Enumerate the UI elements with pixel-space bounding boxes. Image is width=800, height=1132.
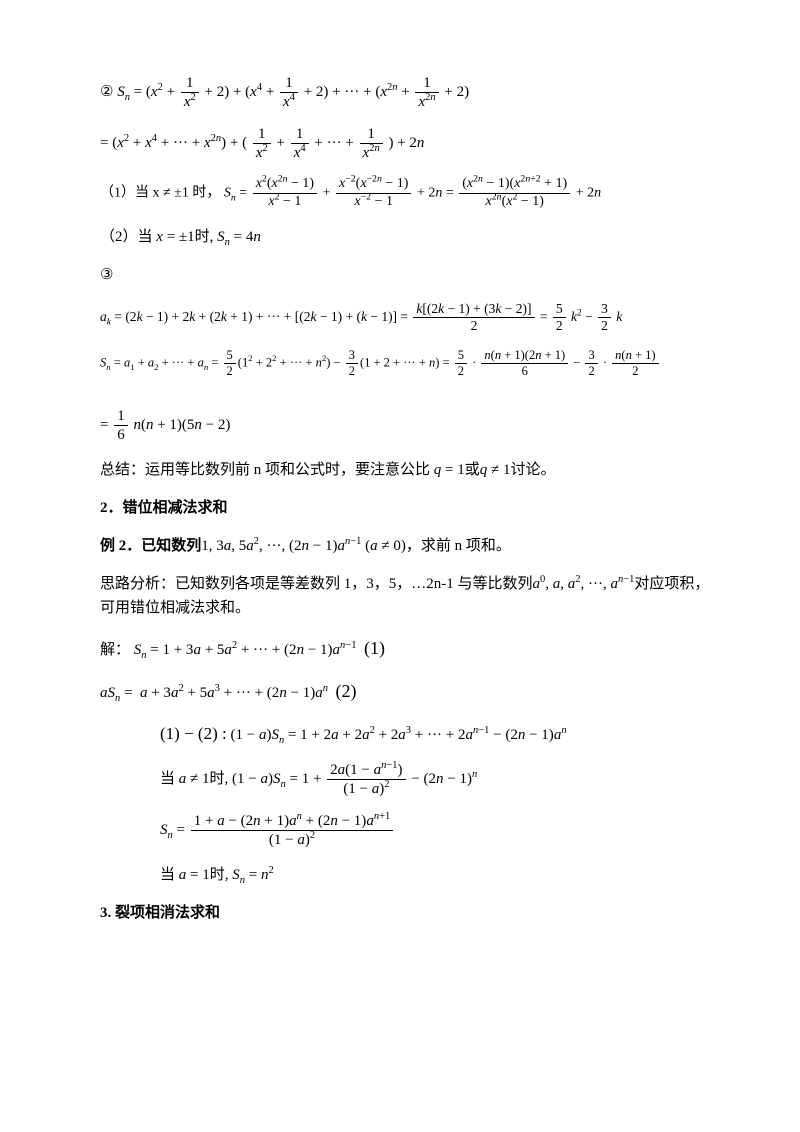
example-2-prefix: 例 2．已知数列 [100,538,201,554]
solution-case-a-ne-1: 当 a ≠ 1时, (1 − a)Sn = 1 + 2a(1 − an−1)(1… [100,761,720,798]
equation-ak: ak = (2k − 1) + 2k + (2k + 1) + ··· + [(… [100,301,720,334]
summary-text: 总结：运用等比数列前 n 项和公式时，要注意公比 q = 1或q ≠ 1讨论。 [100,458,720,482]
solution-line-2: aSn = a + 3a2 + 5a3 + ··· + (2n − 1)an (… [100,677,720,706]
equation-sn-expand: Sn = a1 + a2 + ··· + an = 52(12 + 22 + ·… [100,348,720,379]
solution-sn-closed: Sn = 1 + a − (2n + 1)an + (2n − 1)an+1(1… [100,812,720,849]
case-1-prefix: （1）当 x ≠ ±1 时， [100,186,220,201]
example-2-suffix: ，求前 n 项和。 [406,538,511,554]
section-3-heading: 3. 裂项相消法求和 [100,901,720,925]
example-2: 例 2．已知数列1, 3a, 5a2, ···, (2n − 1)an−1 (a… [100,534,720,558]
equation-result: = 16 n(n + 1)(5n − 2) [100,407,720,444]
equation-line: = (x2 + x4 + ··· + x2n) + ( 1x2 + 1x4 + … [100,125,720,162]
solution-diff: (1) − (2) : (1 − a)Sn = 1 + 2a + 2a2 + 2… [100,720,720,747]
solution-case-a-eq-1: 当 a = 1时, Sn = n2 [100,863,720,887]
equation-case-1: （1）当 x ≠ ±1 时， Sn = x2(x2n − 1)x2 − 1 + … [100,176,720,211]
marker-3: ③ [100,263,720,287]
analysis-text: 思路分析：已知数列各项是等差数列 1，3，5，…2n-1 与等比数列a0, a,… [100,572,720,620]
section-2-heading: 2．错位相减法求和 [100,496,720,520]
equation-case-2: （2）当 x = ±1时, Sn = 4n [100,225,720,249]
solution-line-1: 解： Sn = 1 + 3a + 5a2 + ··· + (2n − 1)an−… [100,634,720,663]
analysis-prefix: 思路分析：已知数列各项是等差数列 1，3，5，…2n-1 与等比数列 [100,576,533,592]
solution-prefix: 解： [100,642,130,658]
equation-line: ② Sn = (x2 + 1x2 + 2) + (x4 + 1x4 + 2) +… [100,74,720,111]
